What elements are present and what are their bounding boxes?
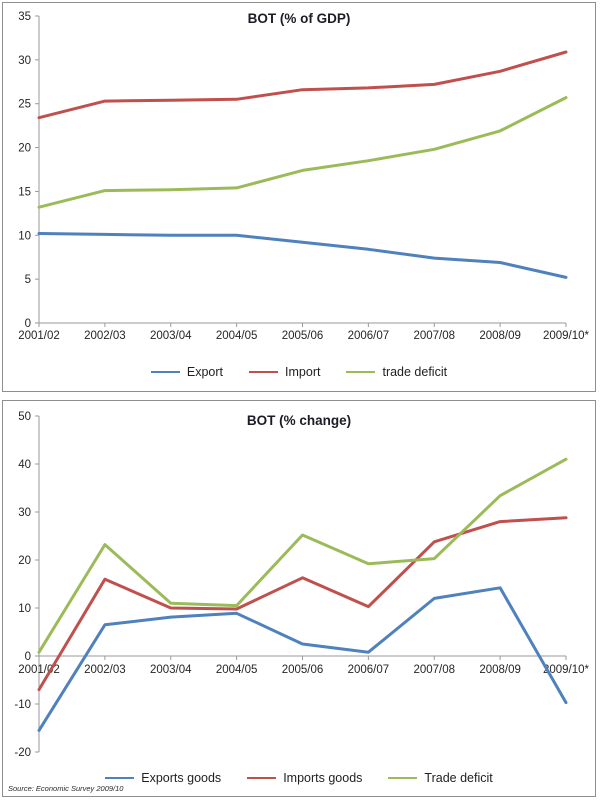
gdp-y-axis: 0 5 10 15 20 25 30 35 [18, 11, 40, 330]
trade-deficit-line-swatch [346, 370, 376, 374]
change-exports-goods-line [37, 586, 568, 732]
gdp-y-tick-label: 10 [18, 230, 31, 242]
legend-item-exports-goods: Exports goods [105, 771, 221, 785]
change-x-tick-label: 2004/05 [216, 664, 258, 676]
gdp-x-tick-label: 2007/08 [413, 330, 455, 342]
change-x-axis: 2001/02 2002/03 2003/04 2004/05 2005/06 2006/… [18, 655, 590, 676]
legend-item-imports-goods: Imports goods [247, 771, 362, 785]
change-chart-legend: Exports goods Imports goods Trade defici… [3, 771, 595, 785]
import-line-swatch [249, 370, 279, 374]
change-y-tick-label: 0 [25, 651, 31, 663]
export-line-swatch [150, 370, 180, 374]
change-y-tick-label: -20 [14, 747, 31, 759]
gdp-chart-legend: Export Import trade deficit [3, 365, 595, 379]
gdp-y-tick-label: 20 [18, 143, 31, 155]
gdp-chart-panel: 0 5 10 15 20 25 30 35 2001/02 2002/03 2003/04 2004/… [2, 2, 596, 392]
change-x-tick-label: 2008/09 [479, 664, 521, 676]
legend-item-import: Import [249, 365, 320, 379]
imports-goods-line-swatch [247, 776, 277, 780]
gdp-y-tick-label: 0 [25, 318, 31, 330]
legend-item-trade-deficit-change: Trade deficit [388, 771, 493, 785]
legend-label-exports-goods: Exports goods [141, 771, 222, 785]
gdp-y-tick-label: 25 [18, 99, 31, 111]
gdp-x-tick-label: 2006/07 [348, 330, 390, 342]
change-y-axis: -20 -10 0 10 20 30 40 50 [14, 411, 40, 759]
gdp-x-tick-label: 2003/04 [150, 330, 192, 342]
change-y-tick-label: 50 [18, 411, 31, 423]
gdp-chart-canvas: 0 5 10 15 20 25 30 35 2001/02 2002/03 2003/04 2004/… [18, 11, 590, 342]
change-y-tick-label: 10 [18, 603, 31, 615]
legend-item-trade-deficit: trade deficit [346, 365, 447, 379]
gdp-x-tick-label: 2001/02 [18, 330, 60, 342]
legend-item-export: Export [150, 365, 224, 379]
gdp-export-line [37, 232, 568, 279]
legend-label-imports-goods: Imports goods [283, 771, 363, 785]
change-trade-deficit-line [37, 457, 568, 654]
gdp-x-tick-label: 2009/10* [543, 330, 590, 342]
change-y-tick-label: 30 [18, 507, 31, 519]
change-x-tick-label: 2003/04 [150, 664, 192, 676]
change-y-tick-label: -10 [14, 699, 31, 711]
change-x-tick-label: 2006/07 [348, 664, 390, 676]
change-x-tick-label: 2002/03 [84, 664, 126, 676]
change-y-tick-label: 40 [18, 459, 31, 471]
change-x-tick-label: 2005/06 [282, 664, 324, 676]
gdp-x-tick-label: 2002/03 [84, 330, 126, 342]
gdp-x-tick-label: 2005/06 [282, 330, 324, 342]
gdp-y-tick-label: 15 [18, 186, 31, 198]
legend-label-trade-deficit: trade deficit [382, 365, 448, 379]
gdp-y-tick-label: 35 [18, 11, 31, 23]
legend-label-import: Import [285, 365, 321, 379]
change-imports-goods-line [37, 516, 568, 692]
exports-goods-line-swatch [105, 776, 135, 780]
trade-deficit-change-line-swatch [388, 776, 418, 780]
source-note: Source: Economic Survey 2009/10 [8, 784, 124, 793]
change-y-tick-label: 20 [18, 555, 31, 567]
legend-label-export: Export [186, 365, 224, 379]
gdp-chart-title: BOT (% of GDP) [247, 11, 351, 26]
legend-label-trade-deficit-change: Trade deficit [424, 771, 493, 785]
gdp-y-tick-label: 5 [25, 274, 31, 286]
change-chart-panel: -20 -10 0 10 20 30 40 50 2001/02 2002/03 2003/04 20… [2, 400, 596, 797]
change-chart-title: BOT (% change) [246, 413, 352, 428]
gdp-x-tick-label: 2008/09 [479, 330, 521, 342]
change-x-tick-label: 2007/08 [413, 664, 455, 676]
gdp-x-axis: 2001/02 2002/03 2003/04 2004/05 2005/06 2006/… [18, 322, 590, 342]
gdp-import-line [37, 50, 568, 120]
gdp-x-tick-label: 2004/05 [216, 330, 258, 342]
change-x-tick-label: 2009/10* [543, 664, 590, 676]
gdp-trade-deficit-line [37, 96, 568, 209]
gdp-y-tick-label: 30 [18, 55, 31, 67]
